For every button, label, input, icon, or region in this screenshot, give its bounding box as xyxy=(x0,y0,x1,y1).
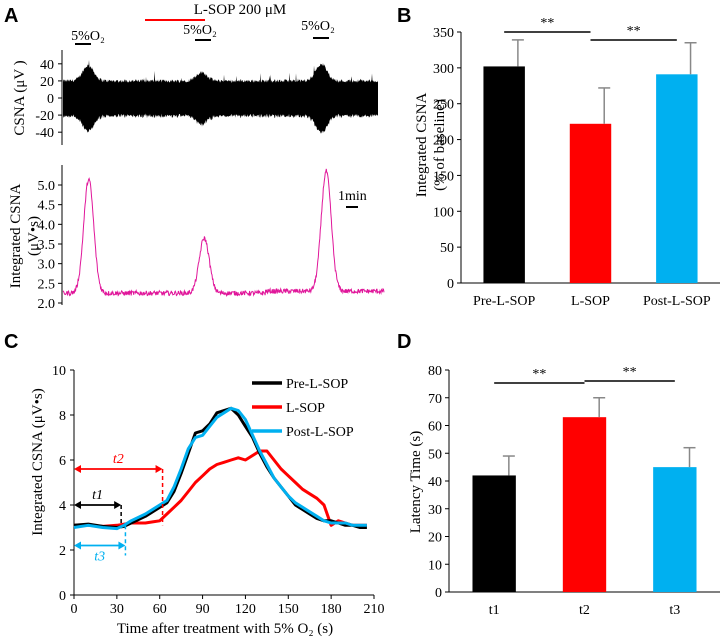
d-ytick-label: 30 xyxy=(428,503,442,518)
b-significance-mark: ** xyxy=(540,16,554,31)
d-category-label: t2 xyxy=(579,603,590,618)
a-top-ytick-label: 0 xyxy=(47,92,54,107)
b-bar-pre-l-sop xyxy=(483,66,525,284)
b-ytick-label: 250 xyxy=(433,98,454,113)
c-legend-label: Pre-L-SOP xyxy=(286,377,348,392)
d-ytick-label: 0 xyxy=(435,586,442,601)
b-ylabel-line2: (% of baseline) xyxy=(432,99,448,191)
c-xtick-label: 60 xyxy=(153,602,167,617)
b-ytick-label: 150 xyxy=(433,169,454,184)
d-bar-t3 xyxy=(653,467,697,592)
hypoxia-label-2: 5%O₂ xyxy=(183,23,217,38)
c-xtick-label: 180 xyxy=(321,602,342,617)
c-xlabel: Time after treatment with 5% O₂ (s) xyxy=(117,621,333,637)
c-xtick-label: 120 xyxy=(235,602,256,617)
d-ytick-label: 20 xyxy=(428,531,442,546)
scale-bar-label: 1min xyxy=(338,189,367,204)
c-annotation-t1-arrowhead-right xyxy=(114,501,122,509)
c-annotation-t3-label: t3 xyxy=(94,550,105,565)
c-annotation-t2-label: t2 xyxy=(113,452,124,467)
panel-letter-d: D xyxy=(397,331,411,353)
c-series-post-l-sop xyxy=(73,406,367,531)
panel-d-bar-chart: Latency Time (s) 0 10 20 30 40 50 60 70 80 t1 t2 t3… xyxy=(408,364,720,618)
a-bottom-ytick-label: 4.5 xyxy=(38,199,56,214)
a-bottom-ytick-label: 4.0 xyxy=(38,218,56,233)
hypoxia-label-3: 5%O₂ xyxy=(301,19,335,34)
a-top-ytick-label: -20 xyxy=(35,109,54,124)
a-bottom-ytick-label: 5.0 xyxy=(38,179,56,194)
b-category-label: Post-L-SOP xyxy=(643,294,711,309)
a-top-ytick-label: 40 xyxy=(40,58,54,73)
d-ytick-label: 40 xyxy=(428,475,442,490)
integrated-trace xyxy=(62,168,385,298)
a-bottom-ytick-label: 3.0 xyxy=(38,258,56,273)
c-annotation-t2-arrowhead-right xyxy=(155,465,163,473)
c-xtick-label: 30 xyxy=(110,602,124,617)
c-series-l-sop xyxy=(74,449,367,528)
a-bottom-ytick-label: 2.5 xyxy=(38,277,56,292)
raw-csna-trace xyxy=(63,60,378,134)
panel-c-line-chart: Time after treatment with 5% O₂ (s) Inte… xyxy=(30,364,385,637)
b-category-label: Pre-L-SOP xyxy=(473,294,535,309)
d-significance-mark: ** xyxy=(623,365,637,380)
c-xtick-label: 210 xyxy=(364,602,385,617)
b-ytick-label: 0 xyxy=(447,277,454,292)
c-annotation-t1-arrowhead-left xyxy=(74,501,81,509)
c-annotation-t2-arrowhead-left xyxy=(74,465,81,473)
c-ytick-label: 8 xyxy=(59,409,66,424)
d-significance-mark: ** xyxy=(532,367,546,382)
d-ytick-label: 60 xyxy=(428,420,442,435)
c-ytick-label: 0 xyxy=(59,589,66,604)
c-ytick-label: 4 xyxy=(59,499,66,514)
panel-b-bar-chart: Integrated CSNA (% of baseline) 0 50 100 15… xyxy=(414,16,720,309)
a-top-ylabel: CSNA (μV ) xyxy=(12,60,28,135)
a-bottom-ylabel-line2: (μV•s) xyxy=(26,216,42,256)
c-ylabel: Integrated CSNA (μV•s) xyxy=(30,388,46,535)
d-ytick-label: 80 xyxy=(428,364,442,379)
d-ylabel: Latency Time (s) xyxy=(408,431,424,534)
b-ytick-label: 350 xyxy=(433,26,454,41)
b-category-label: L-SOP xyxy=(571,294,610,309)
b-ytick-label: 50 xyxy=(440,241,454,256)
c-xtick-label: 150 xyxy=(278,602,299,617)
a-bottom-ytick-label: 2.0 xyxy=(38,297,56,312)
panel-a-integrated-csna: 5.0 4.5 4.0 3.5 3.0 2.5 2.0 1min Integrated CS… xyxy=(8,165,385,312)
d-category-label: t3 xyxy=(669,603,680,618)
a-top-ytick-label: 20 xyxy=(40,75,54,90)
a-bottom-ytick-label: 3.5 xyxy=(38,238,56,253)
d-category-label: t1 xyxy=(489,603,500,618)
c-ytick-label: 10 xyxy=(52,364,66,379)
b-bar-post-l-sop xyxy=(656,74,698,283)
c-annotation-t1-label: t1 xyxy=(92,488,103,503)
c-annotation-t3-arrowhead-left xyxy=(74,541,81,550)
c-ytick-label: 2 xyxy=(59,544,66,559)
b-ytick-label: 100 xyxy=(433,205,454,220)
d-ytick-label: 50 xyxy=(428,447,442,462)
treatment-label: L-SOP 200 μM xyxy=(194,2,287,18)
c-legend-label: L-SOP xyxy=(286,401,325,416)
c-xtick-label: 90 xyxy=(196,602,210,617)
d-bar-t1 xyxy=(472,475,516,592)
a-bottom-ylabel-line1: Integrated CSNA xyxy=(8,184,24,289)
panel-letter-c: C xyxy=(4,331,18,353)
panel-letter-b: B xyxy=(397,5,411,27)
b-significance-mark: ** xyxy=(627,24,641,39)
d-ytick-label: 10 xyxy=(428,558,442,573)
panel-a-raw-csna: L-SOP 200 μM 5%O₂ 5%O₂ 5%O₂ 40200-20-40 … xyxy=(12,2,378,145)
a-top-ytick-label: -40 xyxy=(35,126,54,141)
b-bar-l-sop xyxy=(569,123,612,284)
b-ylabel-line1: Integrated CSNA xyxy=(414,93,430,198)
b-ytick-label: 200 xyxy=(433,134,454,149)
d-ytick-label: 70 xyxy=(428,392,442,407)
c-ytick-label: 6 xyxy=(59,454,66,469)
c-legend-label: Post-L-SOP xyxy=(286,425,354,440)
b-ytick-label: 300 xyxy=(433,62,454,77)
c-annotation-t3-arrowhead-right xyxy=(118,541,126,550)
hypoxia-label-1: 5%O₂ xyxy=(71,29,105,44)
d-bar-t2 xyxy=(562,417,607,592)
c-xtick-label: 0 xyxy=(71,602,78,617)
panel-letter-a: A xyxy=(4,5,18,27)
